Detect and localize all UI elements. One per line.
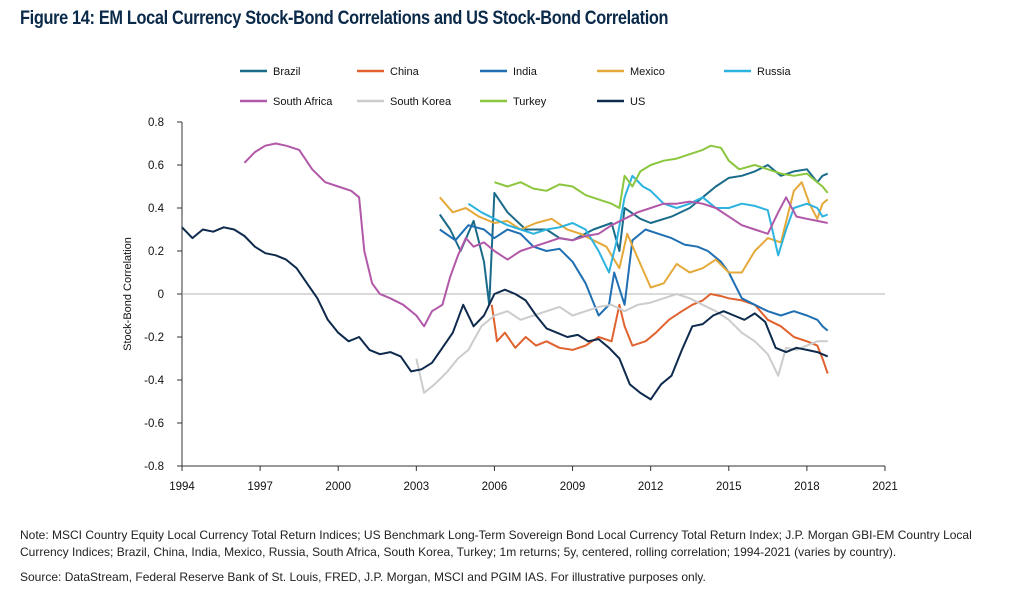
y-axis-label: Stock-Bond Correlation: [122, 237, 134, 351]
y-tick-label: -0.4: [144, 375, 164, 387]
y-tick-label: 0.2: [148, 246, 164, 258]
legend-label-us: US: [630, 96, 645, 108]
chart-series: [181, 142, 829, 401]
figure-source: Source: DataStream, Federal Reserve Bank…: [20, 570, 706, 584]
x-tick-label: 2018: [794, 481, 820, 493]
chart-legend: Brazil China India Mexico Russia South Africa…: [240, 66, 792, 108]
x-tick-label: 2006: [482, 481, 508, 493]
y-tick-label: -0.8: [144, 461, 164, 473]
series-line-south-korea: [415, 293, 828, 394]
legend-label-brazil: Brazil: [273, 66, 301, 78]
y-tick-label: -0.6: [144, 418, 164, 430]
series-line-mexico: [439, 181, 829, 289]
legend-label-south-africa: South Africa: [273, 96, 333, 108]
y-tick-label: 0.6: [148, 160, 164, 172]
x-tick-label: 2021: [872, 481, 898, 493]
y-tick-label: -0.2: [144, 332, 164, 344]
series-line-south-africa: [243, 142, 828, 328]
line-chart: Brazil China India Mexico Russia South Africa…: [122, 66, 898, 493]
series-line-brazil: [438, 164, 829, 306]
y-tick-label: 0.8: [148, 117, 164, 129]
series-line-turkey: [494, 144, 829, 209]
series-line-us: [181, 226, 829, 401]
legend-label-turkey: Turkey: [513, 96, 547, 108]
x-tick-label: 2003: [404, 481, 430, 493]
x-tick-label: 2012: [638, 481, 664, 493]
figure-note: Note: MSCI Country Equity Local Currency…: [20, 528, 972, 559]
figure-title: Figure 14: EM Local Currency Stock-Bond …: [20, 8, 669, 29]
y-tick-label: 0.4: [148, 203, 165, 215]
series-line-india: [439, 224, 829, 332]
series-line-china: [490, 293, 829, 374]
x-tick-label: 1994: [169, 481, 195, 493]
x-tick-label: 2015: [716, 481, 742, 493]
legend-label-mexico: Mexico: [630, 66, 665, 78]
series-line-russia: [467, 174, 829, 274]
legend-label-india: India: [513, 66, 538, 78]
legend-label-russia: Russia: [757, 66, 792, 78]
x-tick-label: 1997: [247, 481, 273, 493]
x-tick-label: 2009: [560, 481, 586, 493]
x-tick-label: 2000: [325, 481, 351, 493]
legend-label-south-korea: South Korea: [390, 96, 452, 108]
legend-label-china: China: [390, 66, 420, 78]
chart-axes: 0.8 0.6 0.4 0.2 0 -0.2 -0.4 -0.6 -0.8 1994 1997 200…: [144, 117, 898, 493]
y-tick-label: 0: [158, 289, 164, 301]
